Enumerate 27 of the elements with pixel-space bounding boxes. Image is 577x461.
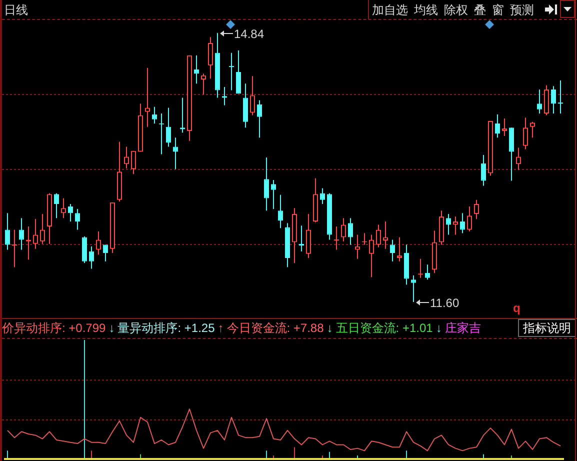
annotation: q	[513, 301, 520, 315]
text: 五日资金流: +1.01	[336, 321, 433, 335]
text: 今日资金流: +7.88	[226, 321, 324, 335]
text: 叠	[473, 2, 487, 19]
text: 庄家吉	[444, 321, 481, 335]
text: ↓	[436, 321, 442, 335]
text: ↓	[326, 321, 333, 335]
candlestick	[558, 80, 563, 114]
text: 窗	[491, 2, 505, 19]
candlestick	[12, 230, 17, 268]
annotation: 11.60	[430, 296, 460, 310]
text: 除权	[443, 2, 469, 19]
candlestick	[229, 52, 234, 90]
text: 加自选	[371, 2, 409, 19]
text: 价异动排序: +0.799	[2, 321, 106, 335]
text: 均线	[413, 2, 439, 19]
text: ↑	[218, 321, 224, 335]
candlestick	[145, 68, 150, 127]
text: 指标说明	[518, 319, 576, 337]
candlestick	[299, 226, 304, 252]
text: 预测	[509, 2, 535, 19]
chart-title: 日线	[4, 3, 28, 17]
text: 量异动排序: +1.25	[118, 321, 215, 335]
annotation: 14.84	[234, 26, 264, 41]
text: ↓	[108, 321, 115, 335]
candlestick	[334, 226, 339, 250]
candlestick	[397, 237, 402, 262]
